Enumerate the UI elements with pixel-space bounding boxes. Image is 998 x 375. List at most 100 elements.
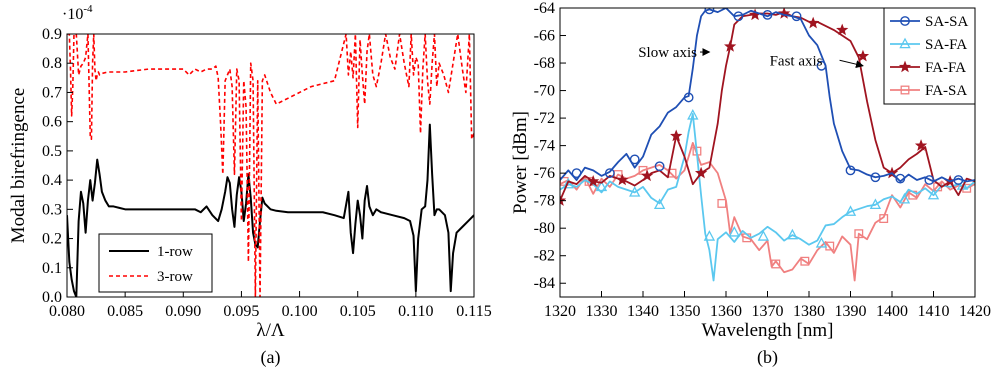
x-tick-label: 1420 (959, 303, 991, 320)
series-line-1-row (67, 123, 474, 297)
x-tick-label: 0.090 (165, 303, 201, 320)
x-tick-label: 1340 (627, 303, 659, 320)
data-point-fa-fa (560, 194, 567, 206)
data-point-sa-sa (924, 175, 935, 185)
x-tick-label: 0.100 (282, 303, 318, 320)
data-point-sa-sa (654, 161, 665, 172)
chart-a-plot-area (67, 34, 474, 297)
data-point-fa-sa (962, 183, 972, 193)
y-tick-label: -78 (534, 193, 555, 210)
data-point-sa-fa (898, 192, 911, 204)
x-tick-label: 1380 (793, 303, 825, 320)
data-point-sa-sa (870, 172, 881, 183)
data-point-sa-fa (869, 198, 882, 210)
series-line-sa-sa (560, 8, 975, 183)
x-tick-label: 1360 (710, 303, 742, 320)
y-tick-label: 0.2 (42, 231, 62, 248)
data-point-fa-fa (914, 139, 928, 151)
x-tick-label: 0.105 (340, 303, 376, 320)
y-tick-label: 0.3 (42, 201, 62, 218)
data-point-sa-sa (704, 8, 715, 15)
y-tick-label: 0.7 (42, 84, 62, 101)
y-tick-label: -72 (534, 110, 555, 127)
series-sa-fa (560, 108, 975, 282)
annotation-slow-axis: Slow axis (638, 45, 697, 61)
legend-label-fa-sa: FA-SA (925, 83, 967, 99)
data-point-fa-fa (724, 40, 737, 52)
chart-b-ticks: 1320 1330 1340 1350 1360 1370 1380 1390 1400 1410… (534, 0, 991, 320)
y-tick-label: -64 (534, 0, 555, 17)
x-tick-label: 0.095 (223, 303, 259, 320)
x-tick-label: 1400 (876, 303, 908, 320)
data-point-sa-sa (953, 175, 964, 185)
data-point-sa-fa (562, 177, 574, 189)
chart-b-y-axis-label: Power [dBm] (510, 111, 531, 214)
data-point-sa-sa (733, 11, 744, 22)
data-point-sa-fa (757, 230, 770, 241)
data-point-sa-fa (927, 188, 940, 200)
data-point-fa-sa (800, 256, 810, 266)
y-tick-label: -74 (534, 138, 555, 155)
x-tick-label: 1370 (752, 303, 784, 320)
y-tick-label: -82 (534, 248, 555, 265)
data-point-sa-sa (845, 165, 856, 176)
y-tick-label: -76 (534, 165, 555, 182)
data-point-sa-fa (786, 228, 799, 240)
data-point-sa-sa (571, 168, 582, 179)
data-point-sa-fa (728, 225, 740, 237)
legend-marker-fa-sa (900, 85, 910, 95)
data-point-fa-fa (616, 173, 629, 186)
chart-b-plot-area (560, 8, 975, 282)
series-line-sa-fa (560, 113, 975, 282)
data-point-sa-fa (815, 236, 828, 248)
y-tick-label: -66 (534, 28, 555, 45)
chart-a-legend: 1-row 3-row (98, 233, 213, 293)
chart-a-ticks: 0.080 0.085 0.090 0.095 0.100 0.105 0.110 0.115… (42, 26, 492, 320)
x-tick-label: 0.115 (456, 303, 491, 320)
data-point-fa-fa (641, 169, 654, 182)
chart-a-frame (66, 33, 475, 298)
y-tick-label: -84 (534, 275, 555, 292)
chart-b: 1320 1330 1340 1350 1360 1370 1380 1390 1400 1410… (510, 0, 991, 368)
x-tick-label: 0.110 (398, 303, 433, 320)
data-point-fa-sa (879, 214, 889, 224)
data-point-fa-sa (717, 198, 727, 208)
legend-label-sa-sa: SA-SA (925, 14, 969, 30)
chart-a-legend-box (98, 233, 213, 293)
data-point-sa-sa (629, 154, 640, 165)
x-tick-label: 1410 (918, 303, 950, 320)
data-point-sa-fa (956, 179, 969, 190)
legend-label-fa-fa: FA-FA (925, 60, 966, 76)
data-point-fa-fa (777, 8, 791, 19)
legend-label-3-row: 3-row (157, 269, 193, 285)
legend-marker-fa-fa (898, 60, 912, 73)
chart-a-y-multiplier: ·10-4 (62, 3, 93, 23)
y-tick-label: 0.4 (42, 172, 62, 189)
y-tick-label: -70 (534, 83, 555, 100)
legend-label-sa-fa: SA-FA (925, 37, 967, 53)
annotation-fast-axis: Fast axis (770, 53, 823, 69)
chart-b-panel-label: (b) (757, 347, 778, 368)
data-point-sa-sa (816, 60, 827, 71)
chart-a-y-axis-label: Modal birefringence (8, 88, 29, 244)
chart-a-panel-label: (a) (261, 347, 281, 368)
data-point-sa-sa (762, 9, 773, 20)
legend-marker-sa-sa (900, 16, 910, 26)
y-tick-label: 0.5 (42, 143, 62, 160)
legend-label-1-row: 1-row (157, 244, 193, 260)
y-tick-label: 0.8 (42, 55, 62, 72)
chart-b-legend: SA-SA SA-FA FA-FA FA-SA (883, 7, 976, 105)
data-point-fa-sa (854, 229, 864, 239)
data-point-sa-fa (844, 205, 857, 216)
data-point-sa-fa (629, 186, 641, 197)
data-point-fa-fa (807, 16, 820, 29)
chart-b-x-axis-label: Wavelength [nm] (702, 320, 834, 341)
chart-a-x-axis-label: λ/Λ (256, 320, 284, 341)
series-line-fa-sa (560, 141, 975, 282)
x-tick-label: 1350 (669, 303, 701, 320)
data-point-sa-fa (687, 108, 699, 120)
data-point-fa-fa (694, 166, 708, 179)
y-tick-label: 0.1 (42, 260, 62, 277)
x-tick-label: 1320 (544, 303, 576, 320)
chart-b-annotations: Slow axis Fast axis (638, 45, 864, 69)
